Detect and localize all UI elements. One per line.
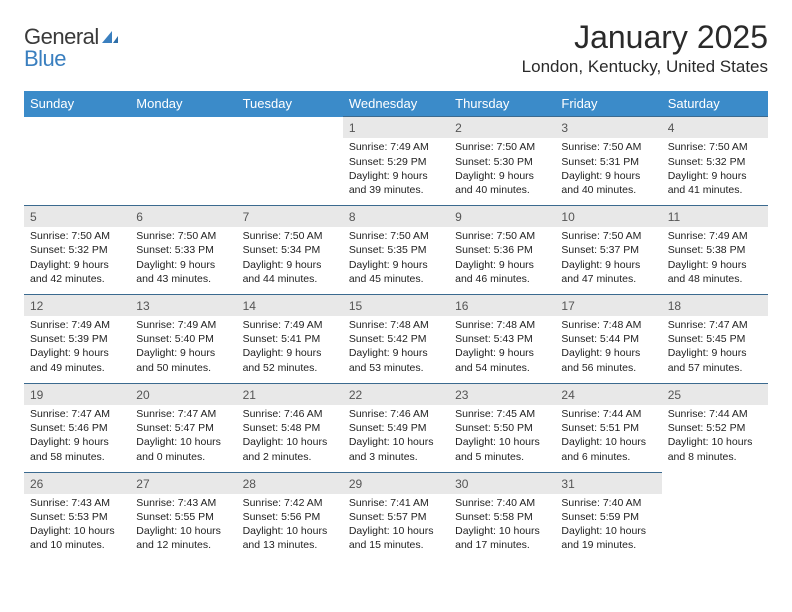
day-number: 7 — [237, 206, 343, 228]
day-details: Sunrise: 7:40 AMSunset: 5:59 PMDaylight:… — [555, 494, 661, 561]
day-details: Sunrise: 7:46 AMSunset: 5:49 PMDaylight:… — [343, 405, 449, 472]
day-number: 9 — [449, 206, 555, 228]
day-details: Sunrise: 7:49 AMSunset: 5:29 PMDaylight:… — [343, 138, 449, 205]
calendar-table: SundayMondayTuesdayWednesdayThursdayFrid… — [24, 91, 768, 560]
day-number: 21 — [237, 383, 343, 405]
detail-row: Sunrise: 7:43 AMSunset: 5:53 PMDaylight:… — [24, 494, 768, 561]
detail-row: Sunrise: 7:49 AMSunset: 5:39 PMDaylight:… — [24, 316, 768, 383]
daynum-row: 19202122232425 — [24, 383, 768, 405]
day-details: Sunrise: 7:49 AMSunset: 5:41 PMDaylight:… — [237, 316, 343, 383]
day-details: Sunrise: 7:43 AMSunset: 5:55 PMDaylight:… — [130, 494, 236, 561]
day-details: Sunrise: 7:49 AMSunset: 5:38 PMDaylight:… — [662, 227, 768, 294]
logo-word2: Blue — [24, 46, 66, 71]
weekday-header: Friday — [555, 91, 661, 117]
empty-cell — [237, 117, 343, 139]
empty-cell — [662, 494, 768, 561]
day-details: Sunrise: 7:44 AMSunset: 5:52 PMDaylight:… — [662, 405, 768, 472]
title-block: January 2025 London, Kentucky, United St… — [522, 20, 768, 77]
detail-row: Sunrise: 7:49 AMSunset: 5:29 PMDaylight:… — [24, 138, 768, 205]
day-details: Sunrise: 7:47 AMSunset: 5:45 PMDaylight:… — [662, 316, 768, 383]
location: London, Kentucky, United States — [522, 57, 768, 77]
month-title: January 2025 — [522, 20, 768, 55]
day-details: Sunrise: 7:50 AMSunset: 5:32 PMDaylight:… — [662, 138, 768, 205]
day-number: 13 — [130, 294, 236, 316]
detail-row: Sunrise: 7:47 AMSunset: 5:46 PMDaylight:… — [24, 405, 768, 472]
day-number: 18 — [662, 294, 768, 316]
day-number: 22 — [343, 383, 449, 405]
day-details: Sunrise: 7:46 AMSunset: 5:48 PMDaylight:… — [237, 405, 343, 472]
day-number: 1 — [343, 117, 449, 139]
day-details: Sunrise: 7:50 AMSunset: 5:33 PMDaylight:… — [130, 227, 236, 294]
weekday-header: Wednesday — [343, 91, 449, 117]
calendar-body: 1234 Sunrise: 7:49 AMSunset: 5:29 PMDayl… — [24, 117, 768, 561]
day-number: 4 — [662, 117, 768, 139]
day-details: Sunrise: 7:40 AMSunset: 5:58 PMDaylight:… — [449, 494, 555, 561]
header: General Blue January 2025 London, Kentuc… — [24, 20, 768, 77]
day-details: Sunrise: 7:41 AMSunset: 5:57 PMDaylight:… — [343, 494, 449, 561]
day-details: Sunrise: 7:47 AMSunset: 5:46 PMDaylight:… — [24, 405, 130, 472]
daynum-row: 12131415161718 — [24, 294, 768, 316]
day-number: 2 — [449, 117, 555, 139]
day-details: Sunrise: 7:42 AMSunset: 5:56 PMDaylight:… — [237, 494, 343, 561]
day-details: Sunrise: 7:44 AMSunset: 5:51 PMDaylight:… — [555, 405, 661, 472]
empty-cell — [24, 138, 130, 205]
day-number: 26 — [24, 472, 130, 494]
day-details: Sunrise: 7:48 AMSunset: 5:43 PMDaylight:… — [449, 316, 555, 383]
day-details: Sunrise: 7:50 AMSunset: 5:31 PMDaylight:… — [555, 138, 661, 205]
day-number: 11 — [662, 206, 768, 228]
calendar-head: SundayMondayTuesdayWednesdayThursdayFrid… — [24, 91, 768, 117]
daynum-row: 1234 — [24, 117, 768, 139]
day-details: Sunrise: 7:50 AMSunset: 5:37 PMDaylight:… — [555, 227, 661, 294]
day-number: 10 — [555, 206, 661, 228]
day-number: 28 — [237, 472, 343, 494]
day-number: 20 — [130, 383, 236, 405]
day-number: 15 — [343, 294, 449, 316]
detail-row: Sunrise: 7:50 AMSunset: 5:32 PMDaylight:… — [24, 227, 768, 294]
empty-cell — [237, 138, 343, 205]
daynum-row: 262728293031 — [24, 472, 768, 494]
day-details: Sunrise: 7:48 AMSunset: 5:42 PMDaylight:… — [343, 316, 449, 383]
day-number: 19 — [24, 383, 130, 405]
empty-cell — [24, 117, 130, 139]
day-number: 8 — [343, 206, 449, 228]
day-number: 25 — [662, 383, 768, 405]
day-number: 31 — [555, 472, 661, 494]
day-details: Sunrise: 7:50 AMSunset: 5:34 PMDaylight:… — [237, 227, 343, 294]
day-details: Sunrise: 7:47 AMSunset: 5:47 PMDaylight:… — [130, 405, 236, 472]
day-details: Sunrise: 7:50 AMSunset: 5:30 PMDaylight:… — [449, 138, 555, 205]
empty-cell — [130, 138, 236, 205]
day-number: 14 — [237, 294, 343, 316]
day-details: Sunrise: 7:48 AMSunset: 5:44 PMDaylight:… — [555, 316, 661, 383]
day-number: 16 — [449, 294, 555, 316]
day-details: Sunrise: 7:50 AMSunset: 5:32 PMDaylight:… — [24, 227, 130, 294]
weekday-row: SundayMondayTuesdayWednesdayThursdayFrid… — [24, 91, 768, 117]
day-number: 6 — [130, 206, 236, 228]
day-details: Sunrise: 7:50 AMSunset: 5:36 PMDaylight:… — [449, 227, 555, 294]
weekday-header: Monday — [130, 91, 236, 117]
day-number: 29 — [343, 472, 449, 494]
day-details: Sunrise: 7:50 AMSunset: 5:35 PMDaylight:… — [343, 227, 449, 294]
empty-cell — [662, 472, 768, 494]
day-number: 27 — [130, 472, 236, 494]
day-number: 24 — [555, 383, 661, 405]
weekday-header: Sunday — [24, 91, 130, 117]
daynum-row: 567891011 — [24, 206, 768, 228]
day-details: Sunrise: 7:43 AMSunset: 5:53 PMDaylight:… — [24, 494, 130, 561]
day-details: Sunrise: 7:45 AMSunset: 5:50 PMDaylight:… — [449, 405, 555, 472]
logo: General Blue — [24, 20, 119, 70]
weekday-header: Saturday — [662, 91, 768, 117]
day-details: Sunrise: 7:49 AMSunset: 5:39 PMDaylight:… — [24, 316, 130, 383]
logo-sail-icon — [99, 26, 119, 40]
weekday-header: Thursday — [449, 91, 555, 117]
day-number: 12 — [24, 294, 130, 316]
empty-cell — [130, 117, 236, 139]
day-number: 23 — [449, 383, 555, 405]
day-number: 17 — [555, 294, 661, 316]
day-number: 3 — [555, 117, 661, 139]
weekday-header: Tuesday — [237, 91, 343, 117]
day-details: Sunrise: 7:49 AMSunset: 5:40 PMDaylight:… — [130, 316, 236, 383]
day-number: 30 — [449, 472, 555, 494]
day-number: 5 — [24, 206, 130, 228]
